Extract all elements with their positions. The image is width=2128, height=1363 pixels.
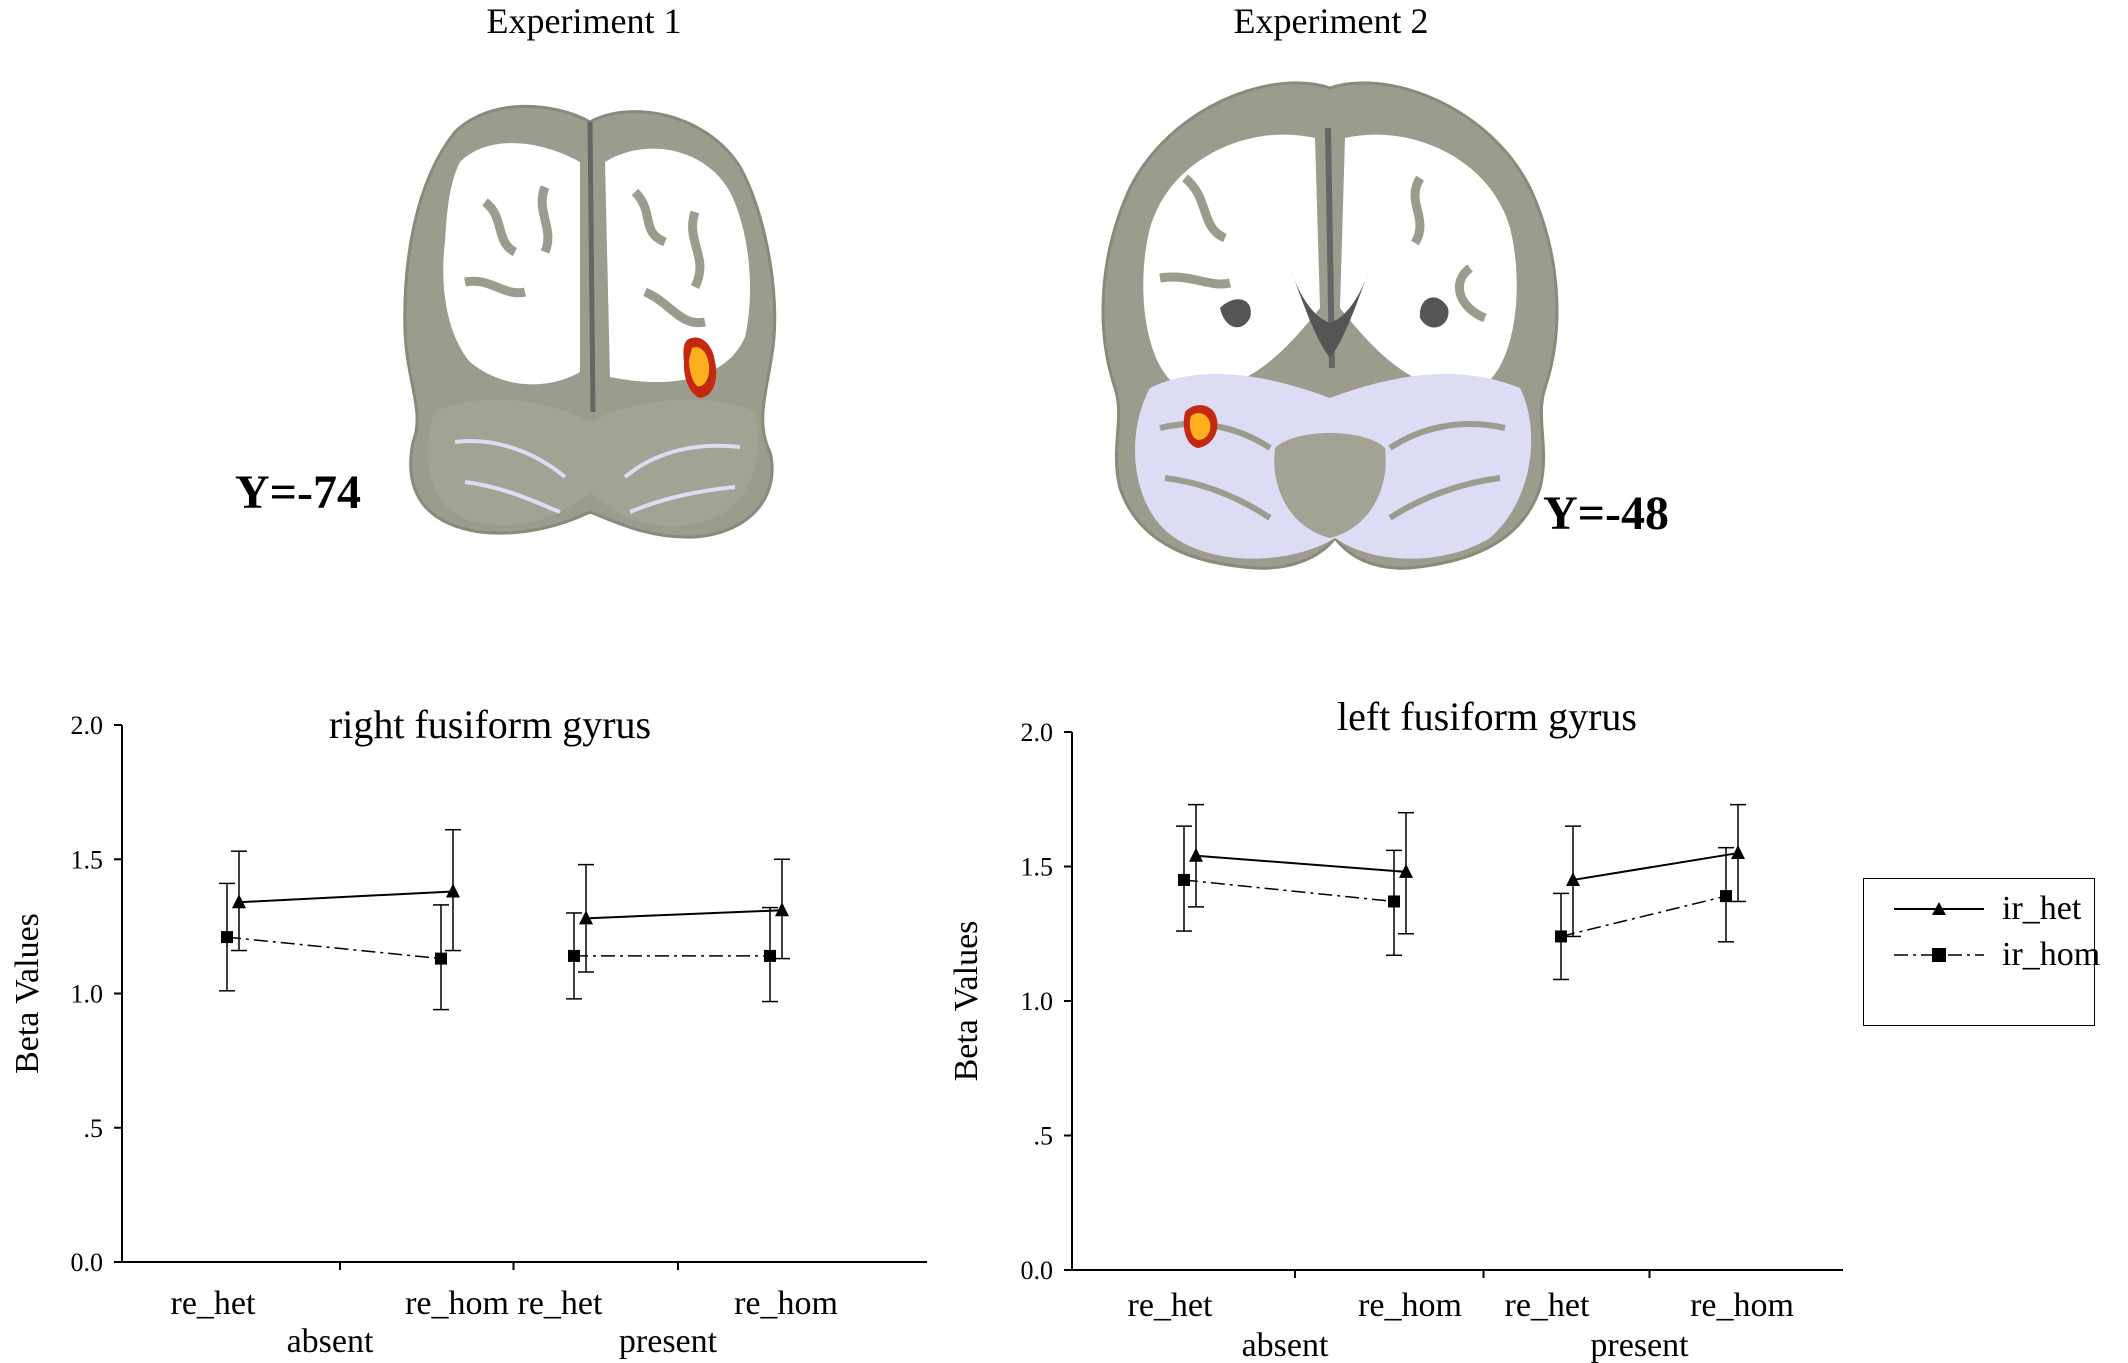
legend-marker-triangle [1894, 902, 1984, 915]
data-point-square [435, 952, 447, 965]
data-point-square [568, 949, 580, 962]
series-line-ir_hom [226, 936, 442, 960]
chart-left-fusiform-gyrus: 0.0 .5 1.0 1.5 2.0 re_het re_hom re_het re_homab… [948, 694, 1843, 1363]
series-ir_het [231, 828, 790, 973]
series-ir_het [1188, 803, 1746, 938]
data-point-triangle [579, 910, 593, 925]
chart-title: left fusiform gyrus [1337, 694, 1637, 739]
y-axis-label: Beta Values [9, 913, 46, 1074]
legend-item-ir-het: ir_het [1894, 889, 2081, 929]
group-label-absent: absent [287, 1323, 374, 1360]
category-label: re_het [518, 1285, 604, 1322]
legend-marker-square [1894, 948, 1984, 962]
y-tick-label: 0.0 [71, 1248, 104, 1277]
experiment-2-title: Experiment 2 [1233, 1, 1429, 41]
data-point-triangle [446, 883, 460, 898]
y-tick-label: 2.0 [1021, 718, 1054, 747]
data-point-square [764, 949, 776, 962]
category-label: re_hom [734, 1285, 838, 1322]
chart-title: right fusiform gyrus [329, 702, 651, 747]
data-point-triangle [1399, 863, 1413, 878]
y-tick-label: 0.0 [1021, 1256, 1054, 1285]
group-label-present: present [1590, 1327, 1689, 1363]
legend-item-ir-hom: ir_hom [1894, 935, 2100, 975]
chart-right-fusiform-gyrus: 0.0.51.01.52.0re_het re_hom re_het re_homab… [9, 702, 927, 1360]
series-line-ir_hom [1183, 879, 1395, 903]
data-point-triangle [232, 894, 246, 909]
y-tick-label: .5 [1034, 1122, 1054, 1151]
data-point-square [1178, 873, 1190, 886]
y-tick-label: 1.0 [71, 980, 104, 1009]
category-label: re_het [171, 1285, 257, 1322]
y-tick-label: 1.5 [1021, 853, 1054, 882]
experiment-2-coordinate: Y=-48 [1543, 487, 1669, 540]
y-axis-label: Beta Values [948, 921, 985, 1082]
series-ir_hom [1176, 825, 1734, 981]
series-line-ir_hom [1560, 895, 1727, 938]
y-tick-label: 1.0 [1021, 987, 1054, 1016]
group-label-present: present [619, 1323, 718, 1360]
experiment-1-coordinate: Y=-74 [235, 466, 361, 519]
chart-legend: ir_het ir_hom [1863, 878, 2100, 1026]
category-label: re_het [1505, 1287, 1591, 1324]
series-line-ir_het [1572, 852, 1739, 881]
series-line-ir_het [585, 909, 783, 920]
experiment-2-brain-slice [1101, 81, 1559, 570]
category-label: re_het [1128, 1287, 1214, 1324]
y-tick-label: 1.5 [71, 845, 104, 874]
experiment-1-title: Experiment 1 [486, 1, 682, 41]
data-point-triangle [1731, 845, 1745, 860]
y-tick-label: .5 [84, 1114, 104, 1143]
data-point-square [221, 931, 233, 944]
category-label: re_hom [405, 1285, 509, 1322]
legend-label-ir-hom: ir_hom [2002, 936, 2101, 973]
category-label: re_hom [1358, 1287, 1462, 1324]
series-line-ir_het [238, 890, 454, 904]
legend-label-ir-het: ir_het [2002, 890, 2082, 927]
data-point-triangle [1566, 871, 1580, 886]
series-line-ir_het [1195, 854, 1407, 873]
data-point-triangle [775, 902, 789, 917]
data-point-square [1388, 895, 1400, 908]
series-ir_hom [219, 882, 778, 1011]
ventricle-center [1290, 268, 1370, 358]
data-point-square [1555, 930, 1567, 943]
data-point-square [1720, 890, 1732, 903]
group-label-absent: absent [1242, 1327, 1329, 1363]
experiment-1-brain-slice [403, 104, 777, 539]
data-point-triangle [1189, 847, 1203, 862]
y-tick-label: 2.0 [71, 711, 104, 740]
category-label: re_hom [1690, 1287, 1794, 1324]
